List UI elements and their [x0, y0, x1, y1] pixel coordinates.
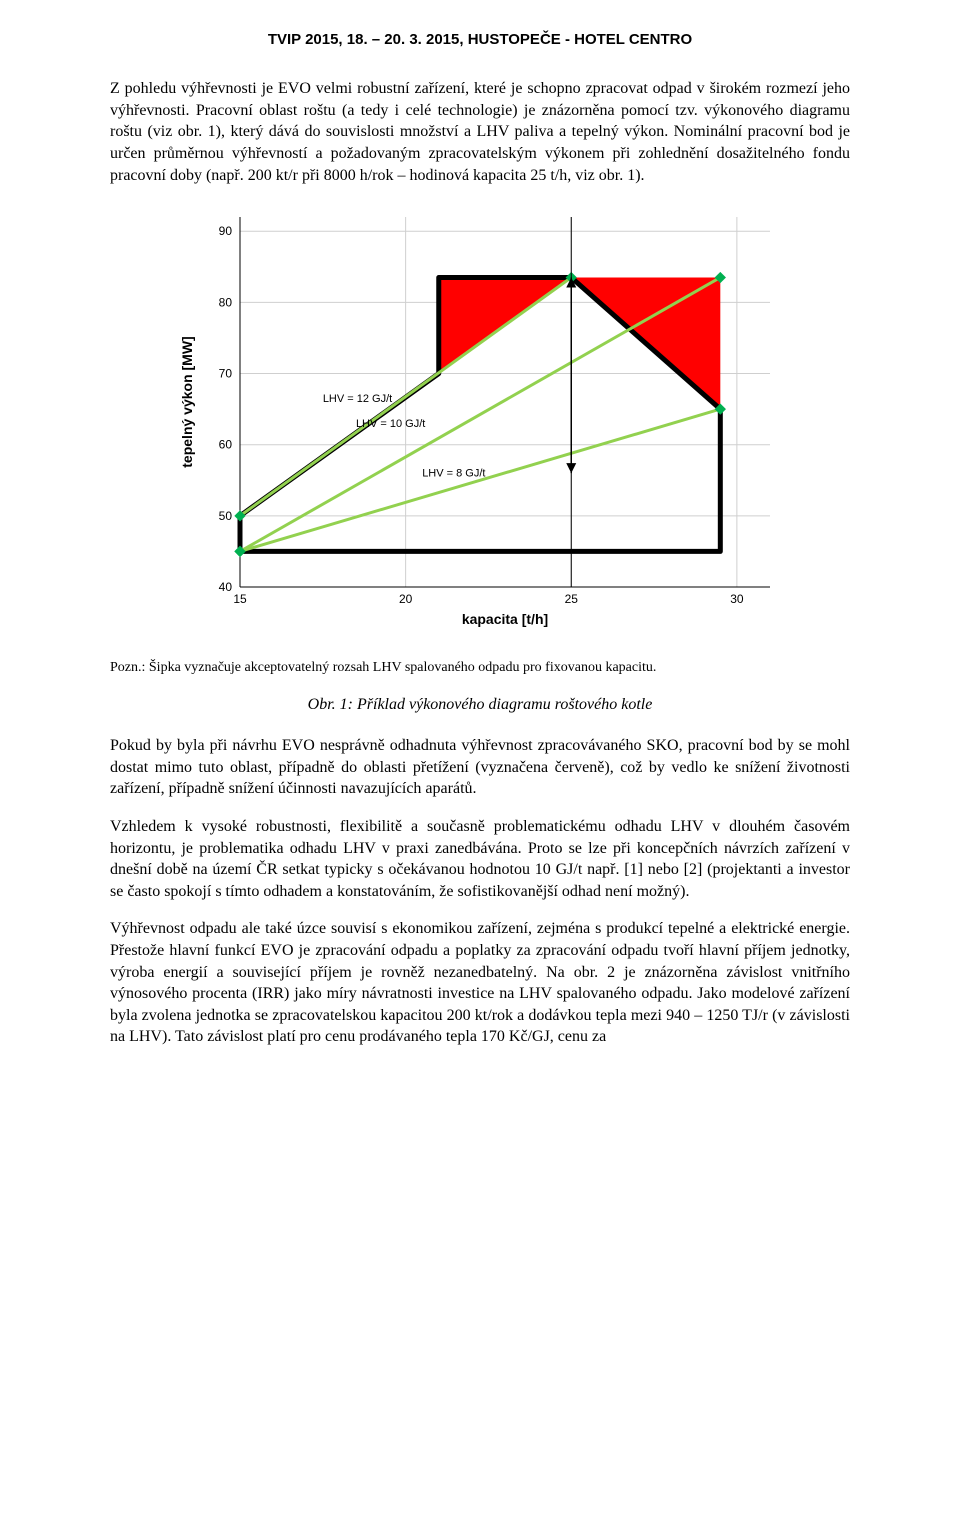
page: TVIP 2015, 18. – 20. 3. 2015, HUSTOPEČE …	[70, 0, 890, 1104]
power-diagram-chart: LHV = 12 GJ/t LHV = 10 GJ/t LHV = 8 GJ/t 15…	[170, 202, 790, 632]
svg-text:LHV = 8 GJ/t: LHV = 8 GJ/t	[422, 468, 485, 480]
svg-text:70: 70	[219, 367, 233, 381]
svg-text:LHV = 12 GJ/t: LHV = 12 GJ/t	[323, 393, 392, 405]
chart-caption: Obr. 1: Příklad výkonového diagramu rošt…	[110, 694, 850, 716]
chart-container: LHV = 12 GJ/t LHV = 10 GJ/t LHV = 8 GJ/t 15…	[170, 202, 790, 639]
paragraph-4: Výhřevnost odpadu ale také úzce souvisí …	[110, 918, 850, 1048]
chart-note: Pozn.: Šipka vyznačuje akceptovatelný ro…	[110, 659, 850, 678]
svg-text:60: 60	[219, 438, 233, 452]
paragraph-intro: Z pohledu výhřevnosti je EVO velmi robus…	[110, 78, 850, 186]
svg-text:90: 90	[219, 224, 233, 238]
svg-text:80: 80	[219, 296, 233, 310]
svg-text:LHV = 10 GJ/t: LHV = 10 GJ/t	[356, 418, 425, 430]
svg-text:50: 50	[219, 509, 233, 523]
svg-text:40: 40	[219, 580, 233, 594]
svg-text:20: 20	[399, 592, 413, 606]
svg-text:kapacita [t/h]: kapacita [t/h]	[462, 611, 548, 627]
paragraph-3: Vzhledem k vysoké robustnosti, flexibili…	[110, 816, 850, 902]
svg-text:tepelný výkon [MW]: tepelný výkon [MW]	[179, 336, 195, 467]
svg-text:15: 15	[233, 592, 247, 606]
svg-text:25: 25	[565, 592, 579, 606]
paragraph-2: Pokud by byla při návrhu EVO nesprávně o…	[110, 735, 850, 800]
page-header: TVIP 2015, 18. – 20. 3. 2015, HUSTOPEČE …	[110, 30, 850, 50]
svg-text:30: 30	[730, 592, 744, 606]
